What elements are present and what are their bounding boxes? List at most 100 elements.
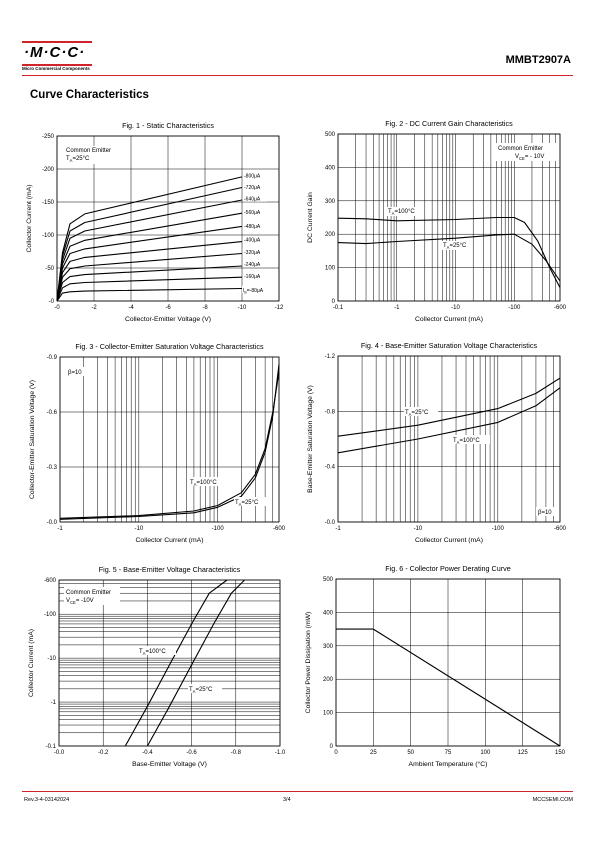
fig1-series-line — [56, 252, 243, 302]
fig1-label-bg — [243, 207, 267, 215]
fig2-annotation-common-emitter: Common Emitter — [498, 146, 543, 152]
fig2-title: Fig. 2 - DC Current Gain Characteristics — [385, 119, 513, 128]
logo-top-bar — [22, 41, 92, 43]
fig4-ytick-label: -0.4 — [325, 465, 336, 471]
fig6-xtick-label: 50 — [407, 750, 414, 756]
fig4-ytick-label: -1.2 — [325, 354, 336, 360]
fig1-xtick-label: -8 — [202, 305, 208, 311]
fig3-title: Fig. 3 - Collector-Emitter Saturation Vo… — [75, 342, 264, 351]
fig1-label-bg — [243, 182, 267, 190]
fig1-label-bg — [243, 194, 267, 202]
fig1-ytick-label: -50 — [45, 266, 54, 272]
fig1-series-label: -560μA — [244, 210, 261, 216]
fig1-xtick-label: -10 — [238, 305, 247, 311]
fig1-series-label: -720μA — [244, 185, 261, 191]
fig1-xtick-label: -12 — [275, 305, 284, 311]
fig3-ytick-label: -0.0 — [47, 520, 58, 526]
fig2-ytick-label: 500 — [325, 132, 336, 138]
fig2-annotation-bg — [496, 143, 556, 161]
fig1-series-line — [56, 287, 243, 302]
fig1-series-label: -320μA — [244, 250, 261, 256]
fig1-ytick-label: -250 — [42, 134, 55, 140]
fig3-ytick-label: -0.6 — [47, 410, 58, 416]
fig2-ytick-label: 200 — [325, 232, 336, 238]
fig1-series-label-ib: IB=-80μA — [243, 288, 264, 295]
fig3-ytick-label: -0.3 — [47, 465, 58, 471]
fig4-annotation-bg — [536, 507, 558, 516]
fig2-xtick-label: -600 — [554, 305, 567, 311]
fig1-series-label: -400μA — [244, 238, 261, 244]
fig2-series-line — [337, 216, 561, 288]
fig5-ytick-label: -0.1 — [46, 744, 57, 750]
fig1-ytick-label: -200 — [42, 167, 55, 173]
fig1-series-label: -160μA — [244, 274, 261, 280]
fig1-ytick-label: -0 — [49, 299, 55, 305]
fig6-ytick-label: 400 — [323, 610, 334, 616]
fig1-series-line — [56, 265, 243, 302]
fig5-xtick-label: -0.2 — [98, 750, 109, 756]
fig5-ytick-label: -10 — [47, 656, 56, 662]
fig4-series-line — [337, 377, 561, 437]
fig5-xtick-label: -0.8 — [231, 750, 242, 756]
fig4-label-bg — [452, 435, 490, 444]
fig5-grid — [58, 579, 281, 747]
fig3-annotation-beta: β=10 — [68, 370, 82, 376]
fig2-label-bg — [442, 241, 472, 250]
fig1-xtick-label: -6 — [165, 305, 171, 311]
fig1-series-line — [56, 276, 243, 302]
fig3-xtick-label: -10 — [134, 526, 143, 532]
fig3-ylabel: Collector-Emitter Saturation Voltage (V) — [29, 380, 36, 499]
fig5-label-100c: TA=100°C — [139, 649, 166, 656]
fig5-label-bg — [188, 684, 222, 693]
fig6-ytick-label: 200 — [323, 677, 334, 683]
fig2-xtick-label: -1 — [394, 305, 400, 311]
fig2-xtick-label: -0.1 — [333, 305, 344, 311]
fig6-xtick-label: 100 — [480, 750, 491, 756]
website: MCCSEMI.COM — [532, 797, 573, 803]
fig4-grid — [337, 355, 561, 523]
fig1-series-line — [56, 176, 243, 302]
fig1-label-bg — [243, 221, 267, 229]
fig5-annotation-common-emitter: Common Emitter — [66, 590, 111, 596]
fig3-series-line — [59, 364, 280, 520]
fig2-ytick-label: 400 — [325, 165, 336, 171]
fig4-ylabel: Base-Emitter Saturation Voltage (V) — [307, 385, 314, 493]
fig3-xtick-label: -1 — [57, 526, 63, 532]
fig1-label-bg — [243, 260, 267, 268]
fig6-xtick-label: 125 — [518, 750, 529, 756]
fig5-xtick-label: -1.0 — [275, 750, 286, 756]
fig4-xtick-label: -600 — [554, 526, 567, 532]
fig1-series-label: -240μA — [244, 262, 261, 268]
fig1-label-bg — [243, 271, 267, 279]
section-title: Curve Characteristics — [30, 89, 149, 101]
fig1-annotation-ta: TA=25°C — [66, 156, 90, 163]
fig4-ytick-label: -0.8 — [325, 409, 336, 415]
fig4-frame — [337, 355, 561, 523]
fig1-label-bg — [242, 285, 269, 293]
fig2-xtick-label: -10 — [451, 305, 460, 311]
fig1-label-bg — [243, 248, 267, 256]
fig2-xlabel: Collector Current (mA) — [415, 316, 483, 323]
fig5-ytick-label: -1 — [51, 700, 57, 706]
fig1-series-label: -480μA — [244, 224, 261, 230]
fig6-xlabel: Ambient Temperature (°C) — [409, 760, 488, 768]
fig4-xlabel: Collector Current (mA) — [415, 537, 483, 544]
fig3-ytick-label: -0.9 — [47, 355, 58, 361]
fig3-xtick-label: -600 — [273, 526, 286, 532]
fig1-ytick-label: -150 — [42, 200, 55, 206]
fig1-label-bg — [243, 171, 267, 179]
fig1-label-bg — [243, 235, 267, 243]
fig3-xtick-label: -100 — [212, 526, 225, 532]
fig3-label-25c: TA=25°C — [235, 500, 259, 507]
revision-label: Rev.3-4-03142024 — [24, 797, 70, 803]
company-logo: ·M·C·C· — [24, 44, 86, 61]
fig3-label-100c: TA=100°C — [190, 480, 217, 487]
fig1-series-label: -640μA — [244, 197, 261, 203]
fig6-grid — [335, 578, 561, 747]
fig3-annotation-bg — [66, 367, 88, 376]
fig2-annotation-vce: VCE= - 10V — [515, 154, 544, 161]
fig1-frame — [56, 135, 280, 302]
page-number: 3/4 — [283, 797, 291, 803]
fig6-xtick-label: 150 — [555, 750, 566, 756]
logo-bottom-bar — [22, 64, 92, 66]
